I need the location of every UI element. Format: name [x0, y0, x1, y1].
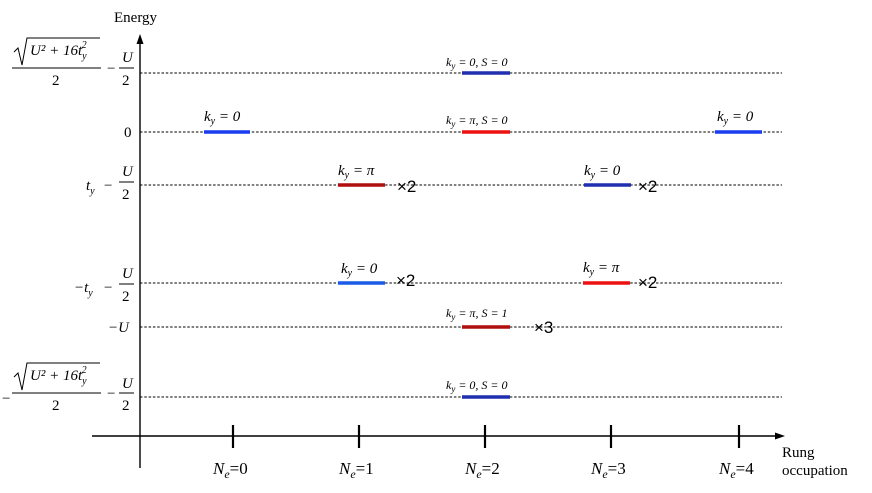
- y-label-bottom-sign: −: [2, 391, 10, 407]
- y-label-ty-minus: −: [104, 178, 112, 194]
- x-tick-label-1: Ne=1: [338, 459, 374, 481]
- y-label-neg-ty-den: 2: [122, 289, 130, 305]
- y-label-top: U² + 16ty2 2 − U 2: [12, 37, 134, 89]
- y-label-ty: ty − U 2: [86, 164, 134, 203]
- y-label-top-den: 2: [52, 73, 60, 89]
- x-tick-label-2: Ne=2: [464, 459, 500, 481]
- y-label-neg-ty-t: −ty: [74, 280, 93, 299]
- energy-level-label: ky = 0, S = 0: [446, 55, 508, 71]
- energy-level-label: ky = 0, S = 0: [446, 378, 508, 394]
- energy-level-label: ky = 0: [341, 261, 378, 279]
- sqrt-symbol-icon: [13, 37, 100, 66]
- degeneracy-label: ×2: [638, 273, 657, 292]
- y-label-bottom-den: 2: [52, 398, 60, 414]
- y-label-top-u-den: 2: [122, 73, 130, 89]
- degeneracy-label: ×2: [638, 177, 657, 196]
- energy-level-label: ky = π: [583, 260, 620, 278]
- y-label-top-sqrt: U² + 16ty2: [30, 40, 87, 62]
- energy-level-6: ky = 0 ×2: [338, 261, 415, 290]
- energy-level-1: ky = 0: [204, 109, 250, 134]
- energy-level-2: ky = π, S = 0: [446, 113, 510, 134]
- sqrt-symbol-icon: [13, 362, 100, 391]
- x-tick-label-3: Ne=3: [590, 459, 626, 481]
- y-label-bottom-minus: −: [107, 386, 115, 402]
- y-label-neg-ty: −ty − U 2: [74, 266, 134, 305]
- energy-levels: ky = 0, S = 0ky = 0 ky = π, S = 0 ky = 0ky…: [204, 55, 762, 399]
- degeneracy-label: ×2: [397, 177, 416, 196]
- y-label-bottom-sqrt: U² + 16ty2: [30, 365, 87, 387]
- x-tick-labels: Ne=0 Ne=1 Ne=2 Ne=3 Ne=4: [212, 459, 754, 481]
- energy-level-9: ky = 0, S = 0: [446, 378, 510, 399]
- y-label-top-u: U: [122, 50, 134, 66]
- energy-level-8: ky = π, S = 1 ×3: [446, 306, 553, 337]
- degeneracy-label: ×2: [396, 271, 415, 290]
- x-axis-title-line1: Rung: [782, 445, 815, 461]
- y-label-ty-den: 2: [122, 187, 130, 203]
- energy-level-5: ky = 0 ×2: [584, 163, 657, 196]
- y-axis-title: Energy: [114, 10, 158, 26]
- y-label-bottom: − U² + 16ty2 2 − U 2: [2, 362, 134, 414]
- energy-level-label: ky = π, S = 1: [446, 306, 508, 322]
- y-label-neg-ty-minus: −: [104, 280, 112, 296]
- y-label-bottom-u: U: [122, 376, 134, 392]
- y-labels: U² + 16ty2 2 − U 2 0 ty − U 2 −ty − U 2 …: [2, 37, 134, 414]
- y-label-ty-u: U: [122, 164, 134, 180]
- y-label-neg-u: −U: [108, 320, 130, 336]
- energy-level-3: ky = 0: [715, 109, 762, 134]
- energy-level-label: ky = 0: [584, 163, 621, 181]
- y-axis-arrow: [136, 34, 144, 44]
- energy-level-7: ky = π ×2: [583, 260, 657, 292]
- x-tick-label-0: Ne=0: [212, 459, 248, 481]
- x-tick-label-4: Ne=4: [718, 459, 754, 481]
- y-label-top-minus: −: [107, 61, 115, 77]
- y-label-bottom-u-den: 2: [122, 398, 130, 414]
- energy-level-4: ky = π ×2: [338, 163, 416, 196]
- x-axis-title-line2: occupation: [782, 463, 848, 479]
- x-axis-arrow: [775, 432, 785, 440]
- energy-level-label: ky = 0: [204, 109, 241, 127]
- degeneracy-label: ×3: [534, 318, 553, 337]
- energy-level-label: ky = π: [338, 163, 375, 181]
- energy-level-0: ky = 0, S = 0: [446, 55, 510, 75]
- y-label-neg-ty-u: U: [122, 266, 134, 282]
- energy-level-label: ky = 0: [717, 109, 754, 127]
- energy-level-label: ky = π, S = 0: [446, 113, 508, 129]
- y-label-zero: 0: [124, 125, 132, 141]
- y-label-ty-t: ty: [86, 178, 95, 197]
- reference-lines: [140, 72, 782, 398]
